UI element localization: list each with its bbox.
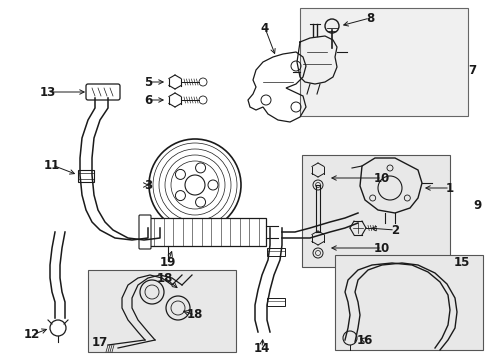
Text: 1: 1: [445, 181, 453, 194]
Text: 5: 5: [143, 76, 152, 89]
Text: 6: 6: [143, 94, 152, 107]
Text: 7: 7: [467, 63, 475, 77]
Text: 19: 19: [160, 256, 176, 269]
Text: 16: 16: [356, 333, 372, 346]
Text: 11: 11: [44, 158, 60, 171]
Text: 13: 13: [40, 86, 56, 99]
Text: 10: 10: [373, 242, 389, 255]
Bar: [78, 170, 94, 182]
Bar: [334, 255, 482, 350]
Bar: [266, 248, 285, 256]
Text: 14: 14: [253, 342, 270, 355]
Bar: [88, 270, 236, 352]
Text: 12: 12: [24, 328, 40, 342]
Text: 3: 3: [143, 179, 152, 192]
Bar: [148, 218, 265, 246]
Text: 18: 18: [186, 309, 203, 321]
Bar: [299, 8, 467, 116]
Text: 10: 10: [373, 171, 389, 185]
Text: 9: 9: [473, 198, 481, 212]
FancyBboxPatch shape: [139, 215, 151, 249]
Bar: [302, 155, 449, 267]
Text: 18: 18: [157, 271, 173, 284]
Text: 2: 2: [390, 224, 398, 237]
Text: 17: 17: [92, 336, 108, 348]
Text: 8: 8: [365, 12, 373, 24]
Text: 15: 15: [453, 256, 469, 269]
Bar: [266, 298, 285, 306]
FancyBboxPatch shape: [86, 84, 120, 100]
Text: 4: 4: [260, 22, 268, 35]
